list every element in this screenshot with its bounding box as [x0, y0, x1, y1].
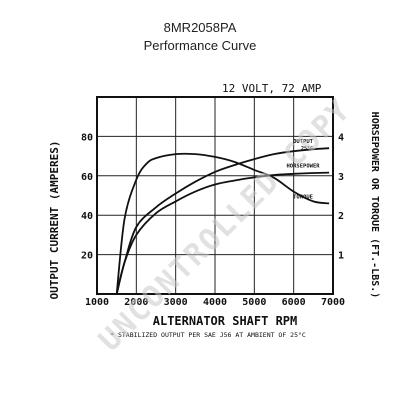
- series-label-torque: TORQUE: [293, 194, 313, 200]
- series-label-output: OUTPUT: [293, 139, 314, 145]
- y-tick-label-left: 40: [81, 211, 93, 222]
- x-axis-title: ALTERNATOR SHAFT RPM: [153, 314, 298, 328]
- series-line-horsepower: [115, 171, 330, 295]
- x-tick-label: 1000: [85, 297, 109, 308]
- x-tick-label: 3000: [164, 297, 188, 308]
- series-line-output: [115, 147, 330, 295]
- plot-frame: [96, 96, 334, 295]
- y-tick-label-right: 3: [338, 172, 344, 183]
- x-tick-label: 5000: [242, 297, 266, 308]
- footnote: * STABILIZED OUTPUT PER SAE J56 AT AMBIE…: [110, 331, 306, 339]
- y-tick-label-right: 1: [338, 251, 344, 262]
- x-tick-label: 6000: [282, 297, 306, 308]
- y-tick-label-left: 20: [81, 251, 93, 262]
- y-tick-label-left: 80: [81, 132, 93, 143]
- y-tick-label-right: 2: [338, 211, 344, 222]
- x-tick-label: 4000: [203, 297, 227, 308]
- chart-title: 8MR2058PA: [163, 20, 237, 35]
- y-axis-title-right: HORSEPOWER OR TORQUE (FT.-LBS.): [369, 112, 380, 299]
- series-sublabel: 25°C: [301, 146, 313, 152]
- series-label-horsepower: HORSEPOWER: [287, 164, 321, 170]
- y-tick-label-right: 4: [338, 132, 344, 143]
- x-tick-label: 2000: [124, 297, 148, 308]
- x-tick-label: 7000: [321, 297, 345, 308]
- y-tick-label-left: 60: [81, 172, 93, 183]
- labels: 1000 2000 3000 4000 5000 6000 7000 20 40 60 80 1 2 3 4…: [81, 132, 345, 308]
- grid: [97, 97, 333, 294]
- chart-subtitle: Performance Curve: [143, 38, 257, 53]
- y-axis-title-left: OUTPUT CURRENT (AMPERES): [48, 141, 61, 300]
- series-line-torque: [115, 152, 330, 295]
- curves: [115, 147, 330, 295]
- voltage-annotation: 12 VOLT, 72 AMP: [222, 82, 322, 95]
